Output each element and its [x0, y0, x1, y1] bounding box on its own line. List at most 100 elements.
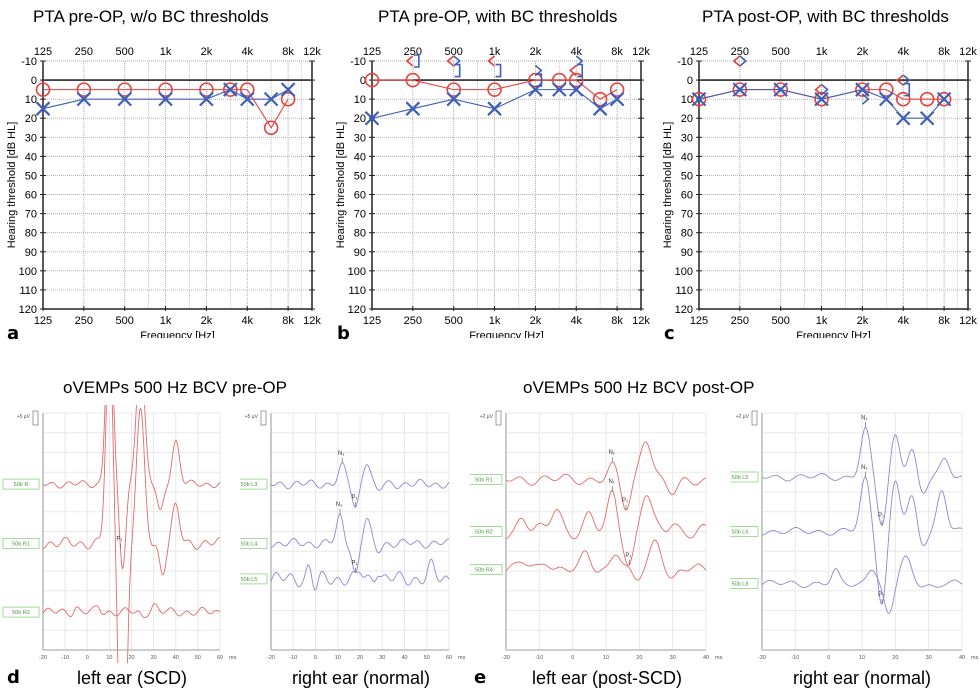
y-tick-label: 40 [681, 151, 693, 163]
x-tick-label-top: 1k [816, 46, 828, 58]
x-tick-label: 10 [335, 655, 341, 661]
y-tick-label: 30 [25, 132, 37, 144]
peak-label: N₁ [861, 465, 867, 471]
marker-x [691, 91, 707, 107]
x-tick-label-top: 12k [303, 46, 321, 58]
y-tick-label: 20 [681, 113, 693, 125]
marker-x [280, 82, 296, 97]
y-tick-label: 80 [25, 228, 37, 240]
trace-label: 50b R4 [475, 567, 493, 573]
audiogram-b: -100102030405060708090100110120125125250… [335, 46, 650, 338]
x-tick-label: 4k [241, 315, 253, 327]
peak-label: N₁ [608, 450, 614, 456]
y-tick-label: 60 [25, 190, 37, 202]
trace-label-box [730, 471, 759, 483]
trace-label-box [240, 573, 268, 585]
x-tick-label: 8k [282, 315, 294, 327]
chart-title-c: PTA post-OP, with BC thresholds [702, 7, 949, 26]
marker-o [158, 82, 173, 97]
x-tick-label: 40 [401, 655, 407, 661]
marker-o [487, 82, 502, 97]
trace-label-box [240, 478, 268, 490]
y-tick-label: 20 [354, 113, 366, 125]
bc-marker [536, 73, 543, 87]
x-tick-label: 20 [357, 655, 363, 661]
y-tick-label: 30 [681, 132, 693, 144]
x-tick-label: 20 [128, 655, 134, 661]
y-tick-label: 100 [19, 266, 37, 278]
x-unit-label: ms [229, 655, 237, 661]
waveform-trace [761, 555, 963, 614]
ovemp-d-left: +5 µV-20-100102030405060msdB nHL50b RN₁P… [2, 405, 237, 663]
y-tick-label: 50 [25, 170, 37, 182]
y-tick-label: 60 [681, 190, 693, 202]
marker-x [223, 82, 238, 97]
x-tick-label: 1k [816, 315, 828, 327]
y-tick-label: -10 [350, 56, 366, 68]
marker-x [239, 91, 255, 107]
x-axis-label: Frequency [Hz] [140, 330, 215, 338]
x-tick-label-top: 125 [690, 46, 708, 58]
scale-bar [495, 410, 502, 426]
y-tick-label: 110 [675, 285, 693, 297]
trace-label-box [240, 538, 268, 549]
scale-bar-label: +5 µV [17, 414, 31, 420]
x-unit-label: ms [971, 655, 979, 661]
peak-label: P₁ [625, 553, 631, 559]
marker-x [895, 110, 911, 126]
x-tick-label: 4k [897, 315, 909, 327]
x-tick-label: 30 [670, 655, 676, 661]
caption-d-left: left ear (SCD) [77, 668, 188, 688]
ovemp-e-right: +2 µV-20-10010203040msdB nHL50b L5N₁P₁50… [730, 410, 979, 661]
x-tick-label: 10 [859, 655, 865, 661]
x-tick-label: 30 [151, 655, 157, 661]
marker-x [158, 91, 173, 107]
x-tick-label: 50 [424, 655, 430, 661]
marker-x [592, 101, 608, 116]
chart-title-b: PTA pre-OP, with BC thresholds [378, 7, 618, 26]
trace-label-box [730, 578, 759, 589]
x-tick-label: -20 [758, 655, 766, 661]
scale-bar-label: +5 µV [245, 414, 259, 420]
x-tick-label-top: 500 [445, 46, 463, 58]
x-tick-label: 50 [195, 655, 201, 661]
x-tick-label: 12k [303, 315, 321, 327]
x-tick-label: 10 [603, 655, 609, 661]
trace-label-box [2, 538, 40, 549]
marker-x [919, 110, 935, 126]
y-tick-label: 40 [354, 151, 366, 163]
trace-label: 50b L6 [732, 530, 749, 536]
panel-letter-e: e [474, 667, 487, 688]
x-tick-label: -10 [791, 655, 799, 661]
marker-o [280, 91, 296, 107]
x-tick-label: 40 [173, 655, 179, 661]
x-tick-label-top: 8k [282, 46, 294, 58]
x-tick-label: -20 [267, 655, 275, 661]
marker-x [568, 82, 584, 97]
x-unit-label: ms [715, 655, 723, 661]
x-tick-label-top: 250 [75, 46, 93, 58]
x-tick-label: 1k [489, 315, 501, 327]
x-tick-label: 40 [959, 655, 965, 661]
trace-label: 50b R [14, 482, 29, 488]
trace-label: 50b R2 [12, 610, 30, 616]
y-tick-label: 70 [681, 209, 693, 221]
x-tick-label-top: 250 [731, 46, 749, 58]
y-tick-label: 100 [675, 266, 693, 278]
trace-label-box [470, 474, 503, 485]
x-tick-label-top: 4k [241, 46, 253, 58]
x-tick-label: 2k [857, 315, 869, 327]
peak-label: P₁ [622, 498, 628, 504]
bc-marker [739, 55, 748, 67]
waveform-trace [270, 513, 449, 574]
y-tick-label: 80 [354, 228, 366, 240]
caption-e-right: right ear (normal) [793, 668, 932, 688]
x-tick-label-top: 1k [160, 46, 172, 58]
marker-o [855, 82, 870, 97]
y-tick-label: 80 [681, 228, 693, 240]
marker-o [222, 82, 238, 97]
waveform-trace [505, 441, 707, 511]
bc-marker [732, 55, 741, 67]
chart-title-a: PTA pre-OP, w/o BC thresholds [33, 7, 269, 26]
x-axis-label: Frequency [Hz] [796, 330, 871, 338]
